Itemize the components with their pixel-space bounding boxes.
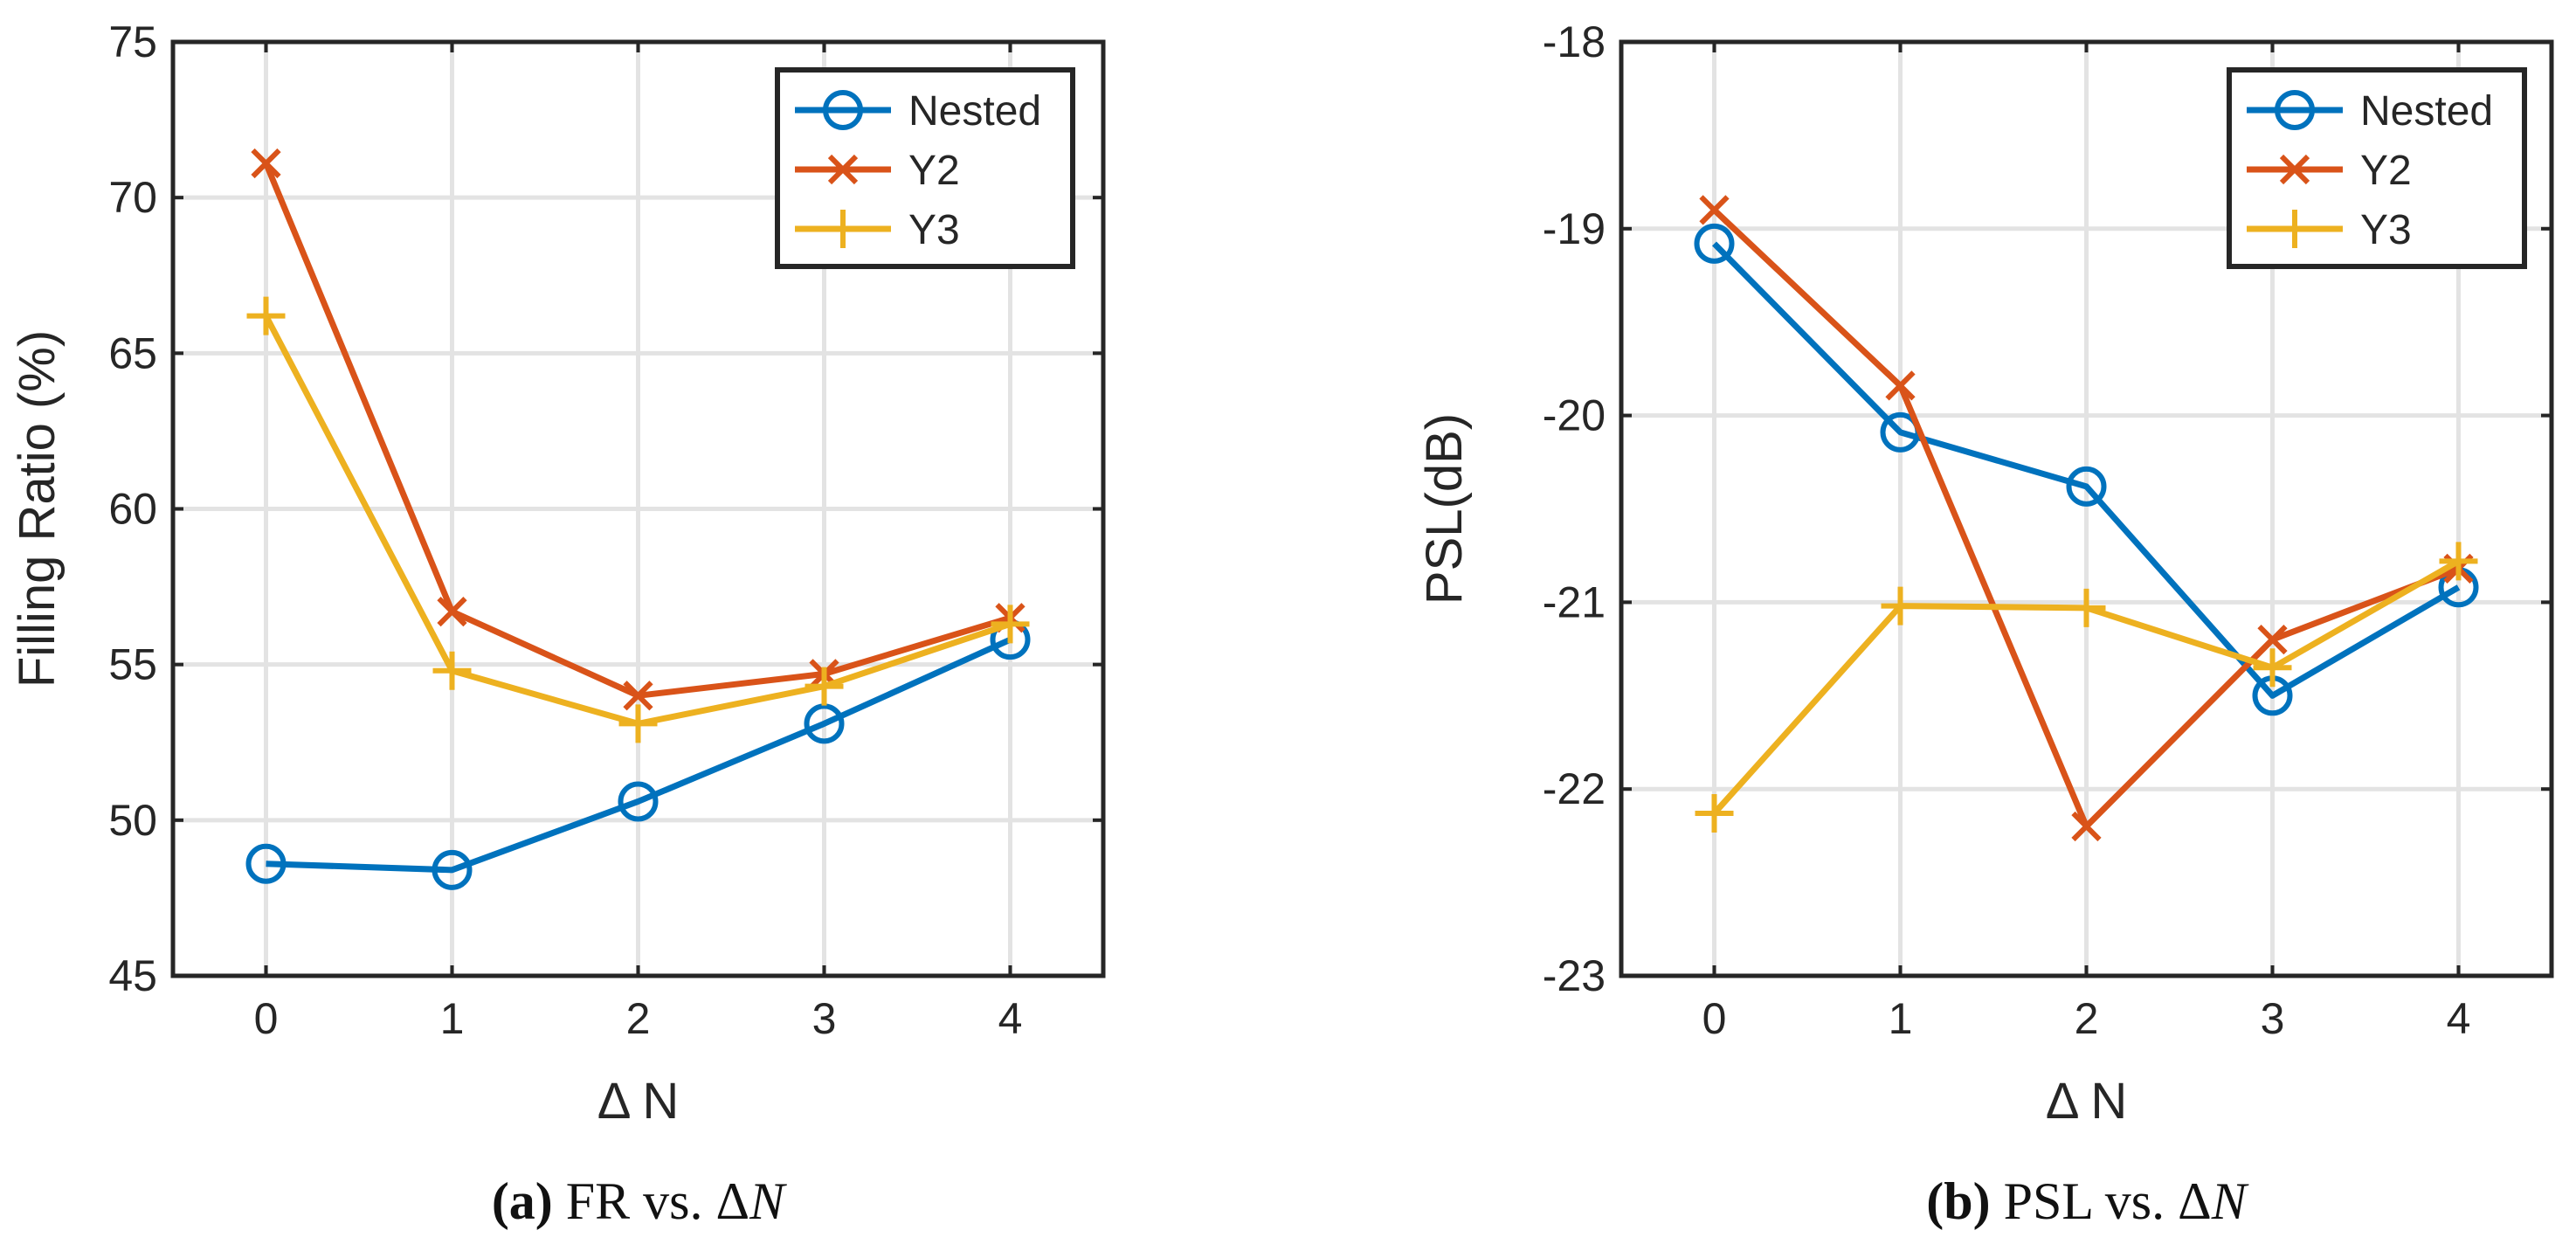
x-tick-label: 4 <box>998 994 1023 1043</box>
x-tick-label: 4 <box>2447 994 2471 1043</box>
legend-marker <box>2275 90 2315 130</box>
data-point <box>991 605 1030 644</box>
x-axis-label: Δ N <box>597 1073 680 1130</box>
legend-item-y2: Y2 <box>2247 148 2412 194</box>
caption-text: PSL vs. Δ <box>1991 1172 2212 1230</box>
x-tick-label: 3 <box>2261 994 2285 1043</box>
data-point <box>2066 466 2107 507</box>
y-tick-label: 70 <box>108 173 157 222</box>
legend-label: Y2 <box>2360 148 2412 194</box>
figure-caption: (a) FR vs. ΔN <box>492 1172 787 1230</box>
x-tick-label: 3 <box>812 994 837 1043</box>
y-tick-label: 45 <box>108 951 157 1000</box>
series-line <box>266 636 1012 874</box>
y-tick-label: 60 <box>108 485 157 534</box>
y-tick-label: 65 <box>108 328 157 377</box>
data-point <box>623 681 653 711</box>
series-y3 <box>1695 542 2478 833</box>
data-point <box>2257 625 2288 655</box>
y-tick-label: -18 <box>1543 17 1606 66</box>
data-point <box>804 703 845 744</box>
data-point <box>246 296 286 335</box>
caption-letter: (a) <box>492 1172 553 1230</box>
series-line <box>1712 241 2461 699</box>
data-point <box>2067 588 2106 627</box>
legend-label: Y3 <box>908 207 960 253</box>
data-point <box>2253 648 2292 688</box>
legend-marker <box>824 210 862 248</box>
x-axis-label: Δ N <box>2046 1073 2128 1130</box>
caption-text: FR vs. Δ <box>553 1172 749 1230</box>
legend-item-y2: Y2 <box>795 148 960 194</box>
data-point <box>245 843 287 884</box>
data-point <box>1694 223 1735 264</box>
legend: Nested Y2 Y3 <box>775 67 1075 269</box>
caption-variable: N <box>2211 1172 2249 1230</box>
data-point <box>2071 811 2102 842</box>
x-tick-label: 1 <box>440 994 465 1043</box>
caption-variable: N <box>749 1172 787 1230</box>
x-tick-label: 0 <box>1702 994 1727 1043</box>
legend-marker <box>827 154 859 185</box>
data-point <box>618 704 658 743</box>
legend-item-y3: Y3 <box>2247 207 2412 253</box>
y-tick-label: -22 <box>1543 764 1606 813</box>
legend: Nested Y2 Y3 <box>2227 67 2527 269</box>
y-tick-label: -21 <box>1543 577 1606 626</box>
y-tick-label: -23 <box>1543 951 1606 1000</box>
legend-label: Nested <box>908 88 1041 135</box>
series-y3 <box>246 296 1030 743</box>
data-point <box>805 667 844 706</box>
chart-panel-a: 0 1 2 3 4 45 50 55 60 65 70 75 Δ N Filling Ratio (%) N… <box>9 17 1106 1230</box>
x-tick-label: 2 <box>2075 994 2099 1043</box>
y-axis-label: PSL(dB) <box>1416 413 1473 605</box>
data-point <box>1881 586 1920 626</box>
y-tick-label: -20 <box>1543 391 1606 440</box>
caption-letter: (b) <box>1926 1172 1990 1230</box>
data-point <box>1885 370 1916 401</box>
x-tick-label: 0 <box>254 994 279 1043</box>
data-point <box>1699 195 1730 225</box>
legend-item-nested: Nested <box>795 88 1041 135</box>
data-point <box>1695 793 1734 833</box>
figure-caption: (b) PSL vs. ΔN <box>1926 1172 2248 1230</box>
legend-label: Y2 <box>908 148 960 194</box>
y-axis-label: Filling Ratio (%) <box>9 330 66 688</box>
data-point <box>618 781 659 822</box>
data-point <box>432 849 473 890</box>
y-tick-label: -19 <box>1543 204 1606 253</box>
legend-label: Nested <box>2360 88 2493 135</box>
legend-marker <box>2279 154 2310 185</box>
legend-marker <box>2276 210 2314 248</box>
y-tick-label: 50 <box>108 796 157 845</box>
chart-panel-b: 0 1 2 3 4 -23 -22 -21 -20 -19 -18 Δ N PSL(dB) Nested Y… <box>1416 17 2554 1230</box>
y-tick-label: 75 <box>108 17 157 66</box>
legend-item-y3: Y3 <box>795 207 960 253</box>
legend-item-nested: Nested <box>2247 88 2493 135</box>
legend-marker <box>823 90 863 130</box>
legend-label: Y3 <box>2360 207 2412 253</box>
x-tick-label: 2 <box>626 994 651 1043</box>
data-point <box>437 596 467 627</box>
x-tick-label: 1 <box>1889 994 1913 1043</box>
data-point <box>432 651 472 690</box>
y-tick-label: 55 <box>108 640 157 689</box>
data-point <box>251 148 281 179</box>
data-point <box>2439 542 2478 581</box>
